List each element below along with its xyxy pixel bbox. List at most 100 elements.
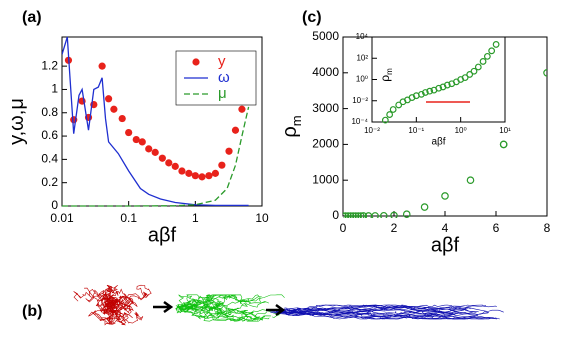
x-tick-label: 10⁻¹ [408, 126, 424, 135]
data-point [110, 105, 118, 113]
data-point [443, 81, 451, 89]
y-tick-label: 10⁰ [356, 75, 368, 84]
y-tick-label: 1000 [312, 172, 339, 186]
legend-label: μ [218, 85, 227, 102]
y-axis-label: ρm [378, 68, 394, 82]
y-tick-label: 10⁴ [356, 32, 369, 41]
data-point [426, 87, 434, 95]
data-point [218, 161, 226, 169]
x-tick-label: 8 [544, 221, 551, 235]
x-axis-label: aβf [431, 137, 445, 148]
polymer-chain [104, 294, 123, 317]
y-axis-label: y,ω,μ [6, 98, 28, 145]
data-point [346, 212, 355, 218]
data-point [492, 41, 500, 48]
data-point [395, 101, 403, 109]
x-tick-label: 0.1 [120, 211, 137, 225]
panel-label: (a) [22, 9, 42, 26]
y-tick-label: 10⁻⁴ [351, 117, 368, 126]
data-point [488, 47, 496, 55]
y-tick-label: 0.4 [41, 152, 58, 166]
inset-background [372, 37, 505, 122]
data-point [118, 114, 126, 123]
data-point [479, 58, 487, 65]
polymer-chain [97, 284, 132, 307]
y-tick-label: 1.2 [41, 58, 58, 72]
data-point [474, 63, 482, 71]
x-tick-label: 10⁰ [455, 126, 467, 135]
x-tick-label: 10¹ [499, 126, 511, 135]
polymer-chain [109, 299, 133, 322]
data-point [483, 52, 491, 60]
x-axis-label: aβf [431, 234, 460, 256]
polymer-chain [279, 312, 498, 320]
panel-label: (b) [22, 303, 42, 320]
x-axis-label: aβf [148, 224, 177, 246]
x-tick-label: 6 [493, 221, 500, 235]
data-point [543, 69, 547, 77]
data-point [380, 211, 388, 218]
plot-frame [371, 36, 506, 123]
x-tick-label: 10 [255, 211, 269, 225]
data-point [461, 74, 469, 82]
x-tick-label: 0.01 [50, 211, 74, 225]
y-tick-label: 4000 [312, 65, 339, 79]
y-tick-label: 2000 [312, 137, 339, 151]
y-tick-label: 10⁻² [352, 96, 368, 105]
data-line [62, 36, 249, 207]
data-point [420, 203, 429, 211]
data-point [145, 145, 153, 153]
data-point [151, 148, 159, 156]
x-tick-label: 4 [442, 221, 449, 235]
polymer-image [73, 284, 504, 326]
y-tick-label: 5000 [312, 29, 339, 43]
x-tick-label: 0 [340, 221, 347, 235]
panel-label: (c) [302, 9, 322, 26]
data-line [62, 106, 250, 207]
data-point [205, 172, 213, 180]
data-point [98, 62, 106, 70]
legend-label: ω [218, 69, 230, 86]
data-point [351, 212, 360, 218]
x-tick-label: 2 [391, 221, 398, 235]
y-tick-label: 3000 [312, 101, 339, 115]
polymer-chain [280, 307, 494, 320]
y-tick-label: 0 [332, 208, 339, 222]
y-axis-label-subscript: m [385, 68, 394, 75]
data-point [386, 111, 394, 118]
polymer-chain [178, 306, 267, 322]
data-point [357, 212, 365, 218]
legend-marker [192, 58, 200, 66]
data-point [421, 89, 429, 96]
data-point [402, 210, 411, 218]
data-point [231, 126, 240, 134]
y-tick-label: 0.6 [41, 128, 58, 142]
polymer-chain [280, 304, 487, 313]
data-point [441, 192, 449, 200]
polymer-chain [179, 296, 248, 314]
y-axis-label: ρm [279, 115, 304, 137]
polymer-chain [182, 305, 227, 315]
y-axis-label-main: ρ [378, 75, 392, 82]
data-point [466, 176, 475, 185]
data-point [417, 90, 425, 98]
data-point [466, 71, 474, 78]
polymer-chain [175, 294, 261, 309]
legend-label: y [218, 53, 226, 70]
data-point [499, 140, 508, 149]
plot-area [343, 69, 547, 218]
polymer-chain [109, 293, 147, 314]
arrow [266, 303, 286, 317]
data-point [359, 212, 368, 218]
data-point [225, 147, 233, 155]
polymer-chain [178, 294, 262, 310]
data-point [211, 169, 220, 177]
polymer-chain [100, 301, 132, 324]
data-point [125, 128, 133, 137]
y-tick-label: 10² [356, 53, 368, 62]
data-point [354, 212, 363, 218]
data-point [104, 95, 113, 103]
polymer-chain [180, 294, 238, 308]
y-tick-label: 0 [51, 198, 58, 212]
polymer-chain [101, 296, 118, 321]
